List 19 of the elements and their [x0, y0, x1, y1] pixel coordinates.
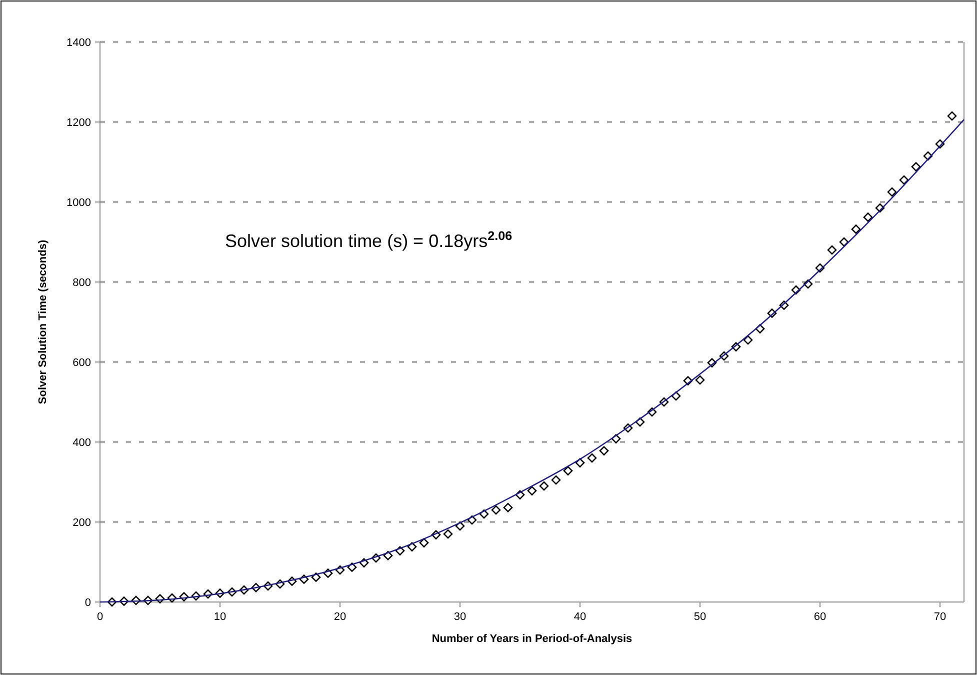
- x-tick-label: 70: [934, 611, 946, 623]
- y-tick-label: 800: [72, 277, 91, 289]
- y-tick-label: 1200: [66, 117, 91, 129]
- x-tick-label: 20: [334, 611, 346, 623]
- y-tick-label: 400: [72, 437, 91, 449]
- x-tick-label: 10: [214, 611, 226, 623]
- y-tick-label: 600: [72, 357, 91, 369]
- x-tick-label: 40: [574, 611, 586, 623]
- y-axis-title: Solver Solution Time (seconds): [37, 240, 49, 404]
- y-tick-label: 200: [72, 517, 91, 529]
- annotation: Solver solution time (s) = 0.18yrs$^{2.06}$: [225, 229, 512, 251]
- x-tick-label: 60: [814, 611, 826, 623]
- y-tick-label: 1400: [66, 37, 91, 49]
- y-tick-label: 1000: [66, 197, 91, 209]
- x-axis-title: Number of Years in Period-of-Analysis: [432, 633, 632, 645]
- x-tick-label: 0: [96, 611, 104, 623]
- x-tick-label: 30: [454, 611, 466, 623]
- x-tick-label: 50: [694, 611, 706, 623]
- y-tick-label: 0: [84, 597, 91, 609]
